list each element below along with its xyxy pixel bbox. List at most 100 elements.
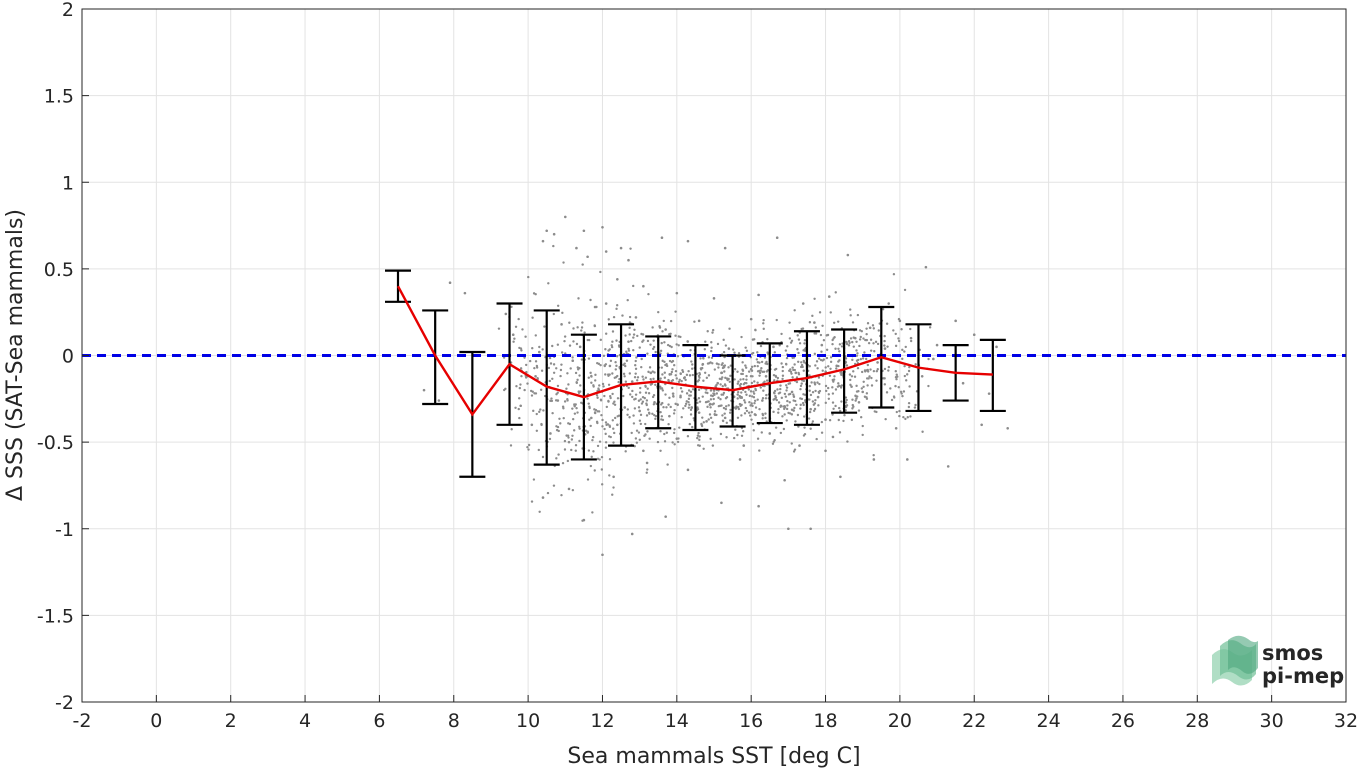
- scatter-point: [803, 393, 807, 397]
- scatter-point: [688, 394, 691, 397]
- scatter-point: [738, 458, 742, 461]
- scatter-point: [733, 351, 736, 354]
- scatter-point: [884, 417, 887, 421]
- scatter-point: [816, 381, 819, 384]
- scatter-point: [741, 430, 745, 433]
- scatter-point: [616, 397, 620, 400]
- scatter-point: [780, 332, 783, 336]
- scatter-point: [897, 337, 900, 340]
- scatter-point: [790, 413, 794, 416]
- scatter-point: [698, 371, 701, 375]
- scatter-point: [624, 450, 627, 453]
- scatter-point: [761, 412, 764, 416]
- scatter-point: [908, 385, 911, 388]
- scatter-point: [790, 390, 794, 394]
- scatter-point: [749, 367, 753, 371]
- scatter-point: [546, 491, 550, 495]
- scatter-point: [541, 496, 545, 499]
- scatter-point: [660, 415, 664, 418]
- scatter-point: [753, 401, 756, 405]
- scatter-point: [628, 416, 631, 419]
- scatter-point: [627, 347, 630, 351]
- scatter-point: [851, 403, 854, 407]
- scatter-point: [626, 408, 629, 411]
- scatter-point: [654, 383, 657, 386]
- scatter-point: [734, 407, 738, 410]
- scatter-point: [639, 413, 643, 417]
- scatter-point: [749, 404, 752, 407]
- scatter-point: [572, 340, 575, 343]
- scatter-point: [757, 293, 760, 297]
- scatter-point: [750, 381, 754, 385]
- scatter-point: [787, 527, 790, 531]
- scatter-point: [893, 396, 896, 399]
- scatter-point: [824, 366, 827, 369]
- scatter-point: [679, 372, 682, 375]
- scatter-point: [852, 370, 855, 373]
- scatter-point: [590, 455, 593, 459]
- scatter-point: [677, 437, 680, 440]
- scatter-point: [604, 332, 608, 335]
- scatter-point: [634, 316, 638, 319]
- scatter-point: [790, 442, 793, 445]
- scatter-point: [559, 422, 562, 425]
- scatter-point: [545, 229, 549, 233]
- scatter-point: [618, 345, 621, 348]
- scatter-point: [587, 449, 591, 452]
- scatter-point: [766, 337, 769, 341]
- scatter-point: [722, 338, 725, 342]
- scatter-point: [861, 424, 864, 428]
- scatter-point: [596, 410, 599, 413]
- scatter-point: [831, 392, 835, 395]
- scatter-point: [679, 394, 682, 397]
- scatter-point: [851, 398, 854, 401]
- scatter-point: [736, 433, 739, 437]
- scatter-point: [589, 298, 592, 302]
- scatter-point: [776, 376, 780, 380]
- y-tick-label: 0.5: [44, 259, 74, 281]
- scatter-point: [788, 382, 792, 385]
- scatter-point: [520, 374, 523, 378]
- scatter-point: [722, 365, 725, 368]
- scatter-point: [772, 391, 776, 394]
- scatter-point: [837, 347, 840, 351]
- scatter-point: [614, 368, 617, 371]
- scatter-point: [645, 399, 649, 402]
- scatter-point: [678, 426, 681, 429]
- scatter-point: [632, 336, 635, 339]
- scatter-point: [744, 390, 747, 394]
- scatter-point: [875, 370, 879, 373]
- scatter-point: [762, 327, 765, 331]
- scatter-point: [740, 414, 743, 417]
- scatter-point: [592, 450, 595, 453]
- scatter-point: [725, 421, 728, 425]
- x-axis-label: Sea mammals SST [deg C]: [567, 744, 860, 769]
- scatter-point: [555, 393, 558, 396]
- scatter-point: [701, 416, 704, 419]
- scatter-point: [792, 368, 795, 372]
- scatter-point: [630, 431, 633, 435]
- scatter-point: [796, 348, 799, 351]
- scatter-point: [815, 360, 819, 363]
- scatter-point: [750, 352, 754, 356]
- scatter-point: [563, 400, 567, 403]
- scatter-point: [785, 386, 789, 389]
- scatter-point: [660, 236, 664, 239]
- scatter-point: [660, 341, 663, 345]
- x-tick-label: 32: [1334, 710, 1358, 732]
- scatter-point: [824, 370, 827, 373]
- scatter-point: [784, 395, 788, 398]
- scatter-point: [596, 421, 599, 425]
- scatter-point: [673, 409, 676, 412]
- scatter-point: [563, 335, 567, 338]
- scatter-point: [913, 406, 917, 409]
- scatter-point: [565, 387, 568, 390]
- scatter-point: [574, 371, 578, 375]
- scatter-point: [760, 367, 763, 370]
- scatter-point: [739, 382, 743, 386]
- scatter-point: [859, 416, 863, 419]
- scatter-point: [785, 419, 788, 422]
- scatter-point: [838, 350, 841, 353]
- scatter-point: [600, 468, 604, 471]
- scatter-point: [845, 340, 848, 344]
